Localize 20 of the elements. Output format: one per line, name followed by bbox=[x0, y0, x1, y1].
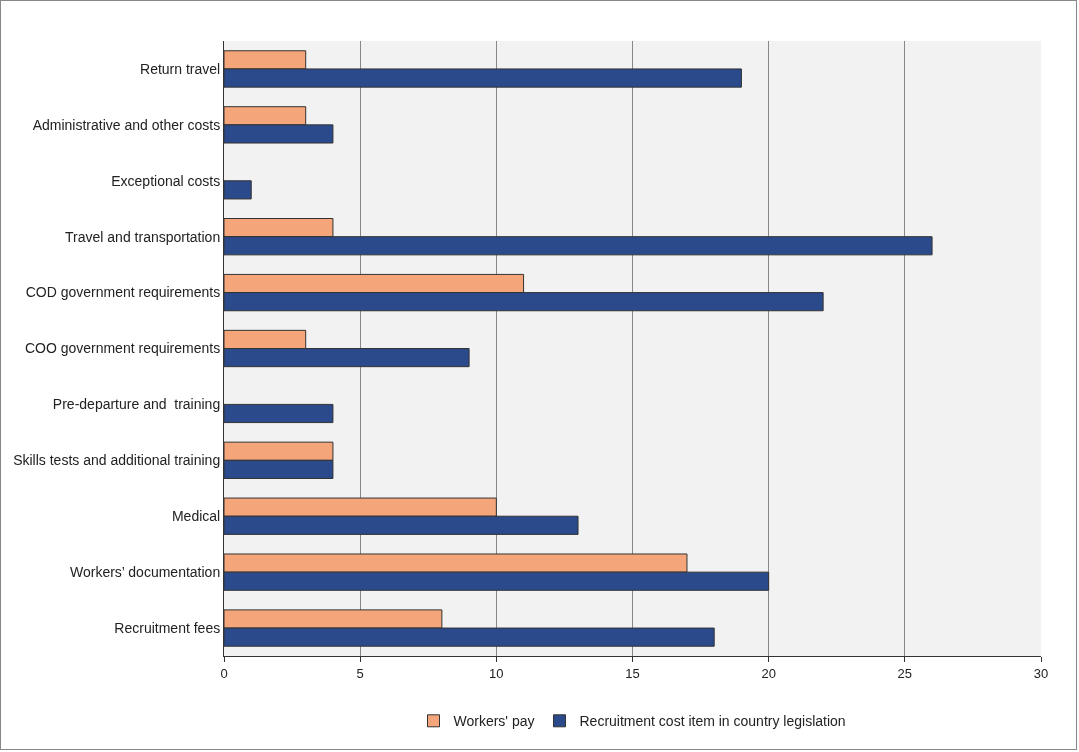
y-tick-label: COO government requirements bbox=[24, 340, 221, 357]
y-tick-label: COD government requirements bbox=[25, 284, 221, 301]
y-tick-label: Workers’ documentation bbox=[70, 564, 221, 581]
x-tick-label: 20 bbox=[761, 665, 776, 681]
y-tick-label: Return travel bbox=[140, 60, 221, 77]
x-tick-label: 5 bbox=[356, 665, 364, 681]
y-tick-label: Administrative and other costs bbox=[32, 116, 221, 133]
y-tick-label: Medical bbox=[171, 508, 221, 525]
x-tick-label: 10 bbox=[489, 665, 504, 681]
x-tick-label: 25 bbox=[897, 665, 913, 681]
y-tick-label: Recruitment fees bbox=[114, 619, 221, 636]
legend-label: Recruitment cost item in country legislation bbox=[579, 713, 846, 730]
y-tick-label: Skills tests and additional training bbox=[13, 452, 221, 469]
y-tick-label: Exceptional costs bbox=[111, 172, 221, 189]
x-tick-label: 0 bbox=[220, 665, 228, 681]
y-tick-label: Pre-departure and training bbox=[52, 396, 221, 413]
x-tick-label: 30 bbox=[1033, 665, 1049, 681]
legend-label: Workers' pay bbox=[453, 713, 535, 730]
y-tick-label: Travel and transportation bbox=[65, 228, 221, 245]
x-tick-label: 15 bbox=[625, 665, 640, 681]
